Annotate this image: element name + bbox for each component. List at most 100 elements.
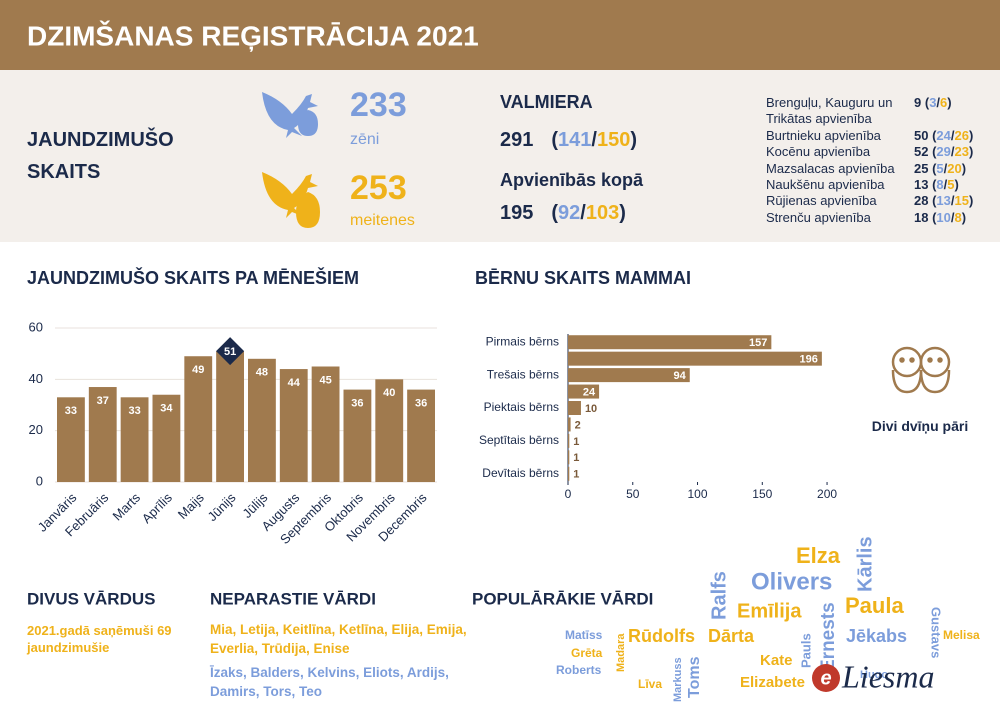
girls: 8 <box>954 209 962 225</box>
y-tick-label: 20 <box>29 422 43 437</box>
bar <box>120 397 149 482</box>
region-row: Strenču apvienība 18 (10/8) <box>766 210 998 226</box>
region-name: Kocēnu apvienība <box>766 144 871 160</box>
boys: 29 <box>936 144 951 160</box>
region-row: Naukšēnu apvienība 13 (8/5) <box>766 177 998 193</box>
girls-count: 253 <box>350 169 407 207</box>
logo-mark: e <box>820 667 831 689</box>
bar <box>568 433 570 448</box>
word: Matīss <box>565 628 603 642</box>
unions-counts: 195 (92/103) <box>500 202 626 224</box>
unusual-boys: Īzaks, Balders, Kelvins, Eliots, Ardijs,… <box>210 665 449 699</box>
total: 13 <box>914 177 929 193</box>
y-tick-label: 60 <box>29 319 43 334</box>
girls: 20 <box>947 160 962 176</box>
region-name: Naukšēnu apvienība <box>766 177 885 193</box>
word: Pauls <box>798 633 813 668</box>
x-tick-label: 150 <box>752 487 772 501</box>
bar <box>311 366 340 482</box>
region-counts: 13 (8/5) <box>914 177 959 193</box>
region-name: Burtnieku apvienība <box>766 127 881 143</box>
valmiera-counts: 291 (141/150) <box>500 129 637 151</box>
bar <box>568 384 600 399</box>
girls: 6 <box>940 95 948 110</box>
month-chart-title: JAUNDZIMUŠO SKAITS PA MĒNEŠIEM <box>27 267 359 288</box>
unusual-girls: Mia, Letija, Keitlīna, Ketlīna, Elija, E… <box>210 622 467 656</box>
x-tick-label: Jūnijs <box>205 490 239 524</box>
value-label: 2 <box>575 419 581 431</box>
value-label: 24 <box>583 386 596 398</box>
boys: 8 <box>936 177 944 193</box>
x-tick-label: 0 <box>565 487 572 501</box>
total: 25 <box>914 160 929 176</box>
bar <box>57 397 85 482</box>
y-tick-label: Trešais bērns <box>487 367 559 381</box>
value-label: 157 <box>749 337 767 349</box>
word: Elza <box>796 543 841 568</box>
total: 195 <box>500 202 533 224</box>
bar <box>568 335 772 350</box>
bar <box>343 389 372 482</box>
region-counts: 9 (3/6) <box>914 95 952 110</box>
y-tick-label: Pirmais bērns <box>486 334 559 348</box>
girls-label: meitenes <box>350 212 415 229</box>
y-tick-label: 0 <box>36 473 43 488</box>
region-counts: 28 (13/15) <box>914 193 974 209</box>
region-counts: 52 (29/23) <box>914 144 974 160</box>
valmiera-title: VALMIERA <box>500 92 593 112</box>
total: 50 <box>914 127 929 143</box>
value-label: 51 <box>224 346 236 358</box>
boys: 24 <box>936 127 951 143</box>
value-label: 48 <box>256 367 268 379</box>
x-tick-label: 100 <box>688 487 708 501</box>
girls: 23 <box>954 144 969 160</box>
value-label: 1 <box>573 452 579 464</box>
header-band <box>0 0 1000 70</box>
word: Madara <box>615 633 627 672</box>
value-label: 49 <box>192 364 204 376</box>
word: Ernests <box>818 602 839 672</box>
boys: 141 <box>558 129 591 151</box>
twins-label: Divi dvīņu pāri <box>871 418 969 434</box>
value-label: 36 <box>415 398 427 410</box>
mother-chart-title: BĒRNU SKAITS MAMMAI <box>475 268 691 288</box>
value-label: 44 <box>288 377 301 389</box>
total: 291 <box>500 129 533 151</box>
value-label: 33 <box>128 405 140 417</box>
bar <box>568 450 570 465</box>
bar <box>184 356 213 482</box>
two-names-title: DIVUS VĀRDUS <box>27 589 155 608</box>
y-tick-label: Piektais bērns <box>484 400 559 414</box>
y-tick-label: 40 <box>29 371 43 386</box>
two-names-text: 2021.gadā saņēmuši 69 jaundzimušie <box>27 623 172 655</box>
unions-title: Apvienībās kopā <box>500 170 644 190</box>
page-title: DZIMŠANAS REĢISTRĀCIJA 2021 <box>27 19 479 51</box>
word: Hugo <box>860 669 888 681</box>
total: 52 <box>914 144 929 160</box>
bar <box>407 389 435 482</box>
girls: 15 <box>954 193 969 209</box>
word: Markuss <box>672 657 684 702</box>
highlight-marker <box>216 337 245 366</box>
region-name: Rūjienas apvienība <box>766 193 877 209</box>
word: Emīlija <box>737 600 802 622</box>
bar <box>568 401 581 415</box>
x-tick-label: 50 <box>626 487 640 501</box>
word-cloud: Elza Kārlis Olivers Ralfs Emīlija Ernest… <box>556 536 980 702</box>
total: 28 <box>914 193 929 209</box>
region-row: Rūjienas apvienība 28 (13/15) <box>766 193 998 209</box>
boys: 13 <box>936 193 951 209</box>
bar <box>279 369 308 482</box>
region-name: Strenču apvienība <box>766 209 871 225</box>
word: Melisa <box>943 628 980 642</box>
x-tick-label: 200 <box>817 487 837 501</box>
bar <box>568 351 822 366</box>
unusual-names-title: NEPARASTIE VĀRDI <box>210 589 376 608</box>
twins-icon <box>891 346 951 394</box>
bar <box>248 358 276 482</box>
total: 18 <box>914 209 929 225</box>
summary-band <box>0 70 1000 242</box>
word: Ralfs <box>708 571 730 620</box>
total: 9 <box>914 95 922 110</box>
